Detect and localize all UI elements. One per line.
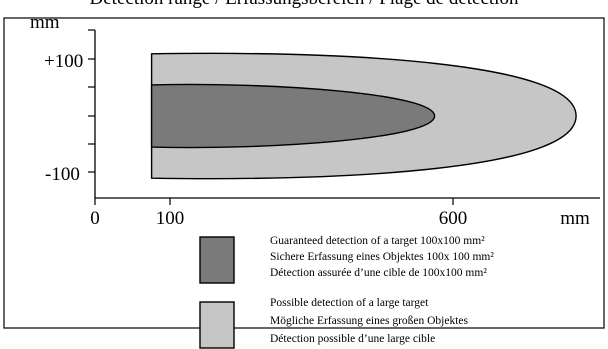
legend-guaranteed-fr: Détection assurée d’une cible de 100x100… [270,267,487,279]
x-tick-label: 0 [90,208,100,229]
diagram-title-cropped: Detection range / Erfassungsbereich / Pl… [90,0,519,9]
plot-border [3,17,605,329]
legend-guaranteed-en: Guaranteed detection of a target 100x100… [270,235,485,247]
x-tick-label: 100 [156,208,185,229]
y-tick-label: -100 [45,164,80,185]
x-tick-label: 600 [439,208,468,229]
legend-possible-de: Mögliche Erfassung eines großen Objektes [270,315,469,327]
y-tick-label: +100 [44,51,83,72]
guaranteed-detection-zone [150,83,436,149]
x-axis-unit: mm [560,208,590,229]
legend-guaranteed-de: Sichere Erfassung eines Objektes 100x 10… [270,251,494,263]
legend-swatch-guaranteed [199,236,235,284]
y-axis-unit: mm [30,12,60,33]
legend-possible-fr: Détection possible d’une large cible [270,333,435,345]
legend-possible-en: Possible detection of a large target [270,297,429,309]
legend-swatch-possible [199,301,235,349]
